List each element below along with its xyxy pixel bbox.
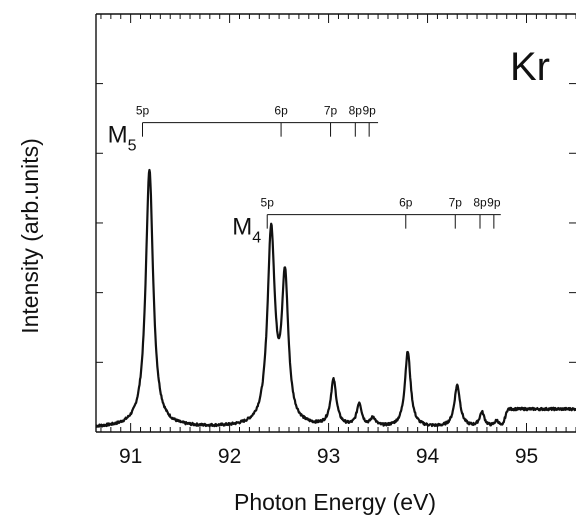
- ladder-label-9p: 9p: [487, 196, 501, 210]
- x-tick-label: 94: [416, 445, 440, 468]
- ladder-label-7p: 7p: [324, 104, 338, 118]
- tick-marks: [96, 14, 576, 432]
- ladder-M5: 5p 6p 7p 8p 9p M5: [108, 104, 379, 155]
- ladder-label-9p: 9p: [362, 104, 376, 118]
- ladder-label-8p: 8p: [349, 104, 363, 118]
- x-tick-label: 91: [119, 445, 142, 468]
- x-tick-label: 95: [515, 445, 538, 468]
- ladder-label-5p: 5p: [261, 196, 275, 210]
- series-group: [95, 168, 576, 428]
- ladder-series-label: M5: [108, 122, 137, 155]
- ladder-label-8p: 8p: [473, 196, 487, 210]
- x-tick-label: 92: [218, 445, 241, 468]
- ladder-label-6p: 6p: [399, 196, 413, 210]
- ladder-series-label: M4: [232, 214, 261, 247]
- element-label: Kr: [510, 45, 550, 89]
- ladder-M4: 5p 6p 7p 8p 9p M4: [232, 196, 501, 247]
- y-axis-title: Intensity (arb.units): [17, 138, 43, 334]
- x-tick-label: 93: [317, 445, 340, 468]
- ladder-label-6p: 6p: [274, 104, 288, 118]
- x-axis-title: Photon Energy (eV): [234, 489, 436, 515]
- x-tick-labels: 91 92 93 94 95: [119, 445, 538, 468]
- spectrum-line: [95, 168, 576, 428]
- plot-frame: [95, 13, 576, 433]
- ladder-label-5p: 5p: [136, 104, 150, 118]
- ladder-label-7p: 7p: [449, 196, 463, 210]
